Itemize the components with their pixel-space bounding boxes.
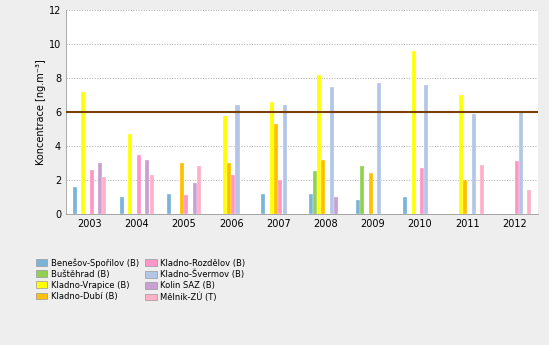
- Bar: [167, 194, 171, 214]
- Bar: [368, 173, 373, 214]
- Bar: [72, 187, 77, 214]
- Bar: [278, 180, 283, 214]
- Bar: [128, 134, 132, 214]
- Bar: [519, 112, 523, 214]
- Bar: [145, 160, 149, 214]
- Bar: [270, 102, 274, 214]
- Bar: [360, 166, 364, 214]
- Bar: [193, 184, 197, 214]
- Bar: [283, 105, 287, 214]
- Bar: [227, 163, 231, 214]
- Bar: [98, 163, 102, 214]
- Bar: [231, 175, 236, 214]
- Bar: [184, 195, 188, 214]
- Bar: [356, 200, 360, 214]
- Bar: [261, 194, 266, 214]
- Bar: [377, 83, 381, 214]
- Bar: [89, 170, 94, 214]
- Bar: [403, 197, 407, 214]
- Bar: [149, 175, 154, 214]
- Bar: [223, 116, 227, 214]
- Bar: [412, 51, 416, 214]
- Bar: [120, 197, 124, 214]
- Bar: [459, 95, 463, 214]
- Legend: Benešov-Spořilov (B), Buštěhrad (B), Kladno-Vrapice (B), Kladno-Dubí (B), Kladno: Benešov-Spořilov (B), Buštěhrad (B), Kla…: [32, 255, 249, 305]
- Y-axis label: Koncentrace [ng.m⁻³]: Koncentrace [ng.m⁻³]: [36, 59, 46, 165]
- Bar: [236, 105, 239, 214]
- Bar: [424, 85, 428, 214]
- Bar: [137, 155, 141, 214]
- Bar: [514, 161, 519, 214]
- Bar: [463, 180, 467, 214]
- Bar: [309, 194, 313, 214]
- Bar: [81, 92, 85, 214]
- Bar: [480, 165, 484, 214]
- Bar: [420, 168, 424, 214]
- Bar: [180, 163, 184, 214]
- Bar: [317, 75, 321, 214]
- Bar: [334, 197, 338, 214]
- Bar: [321, 160, 326, 214]
- Bar: [527, 190, 531, 214]
- Bar: [102, 177, 107, 214]
- Bar: [472, 114, 475, 214]
- Bar: [274, 124, 278, 214]
- Bar: [330, 87, 334, 214]
- Bar: [313, 171, 317, 214]
- Bar: [197, 166, 201, 214]
